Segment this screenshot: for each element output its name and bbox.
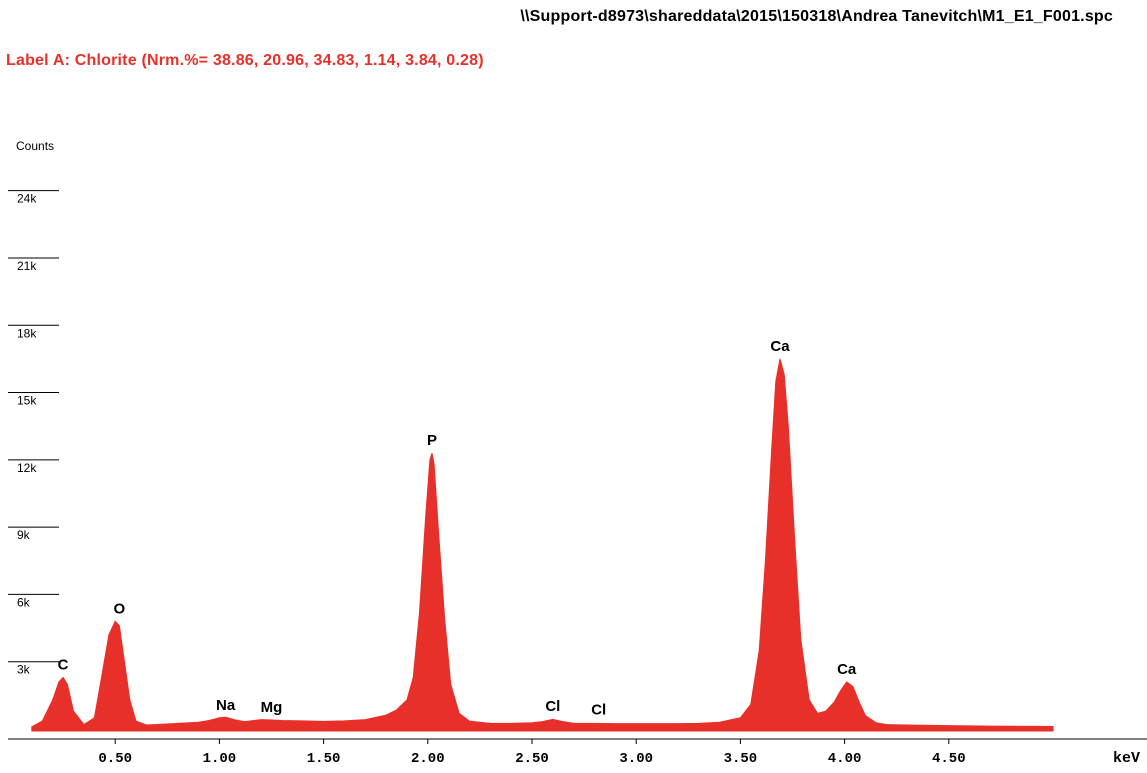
y-tick-label: 18k <box>17 326 37 340</box>
peak-label-mg: Mg <box>261 699 283 716</box>
y-tick-label: 24k <box>17 192 37 206</box>
file-path: \\Support-d8973\shareddata\2015\150318\A… <box>520 8 1113 25</box>
peak-label-ca: Ca <box>837 661 857 678</box>
x-axis-unit-label: keV <box>1113 750 1140 767</box>
peak-label-cl: Cl <box>545 698 560 715</box>
peak-label-c: C <box>58 656 69 673</box>
spectrum-area-group <box>31 358 1054 732</box>
x-tick-label: 2.00 <box>411 751 445 767</box>
y-tick-label: 12k <box>17 461 37 475</box>
peak-label-cl: Cl <box>591 701 606 718</box>
x-tick-label: 0.50 <box>98 751 132 767</box>
y-tick-label: 3k <box>17 663 31 677</box>
peak-label-ca: Ca <box>770 338 790 355</box>
peak-labels: C O Na Mg P Cl Cl Ca Ca <box>58 338 857 718</box>
x-tick-label: 1.50 <box>307 751 341 767</box>
y-axis-ticks: 3k 6k 9k 12k 15k 18k 21k 24k <box>8 190 59 677</box>
y-tick-label: 15k <box>17 394 37 408</box>
x-tick-label: 1.00 <box>203 751 237 767</box>
x-tick-label: 2.50 <box>515 751 549 767</box>
peak-label-na: Na <box>216 697 236 714</box>
y-tick-label: 21k <box>17 259 37 273</box>
spectrum-area <box>31 358 1054 732</box>
y-axis-label: Counts <box>16 139 55 153</box>
peak-label-p: P <box>427 432 437 449</box>
y-tick-label: 9k <box>17 528 31 542</box>
x-tick-label: 4.00 <box>828 751 862 767</box>
x-axis-ticks: 0.50 1.00 1.50 2.00 2.50 3.00 3.50 4.00 4.50 <box>98 739 966 767</box>
peak-label-o: O <box>114 600 126 617</box>
y-tick-label: 6k <box>17 595 31 609</box>
label-a-title: Label A: Chlorite (Nrm.%= 38.86, 20.96, … <box>6 52 484 69</box>
x-tick-label: 4.50 <box>932 751 966 767</box>
x-tick-label: 3.50 <box>724 751 758 767</box>
x-tick-label: 3.00 <box>619 751 653 767</box>
